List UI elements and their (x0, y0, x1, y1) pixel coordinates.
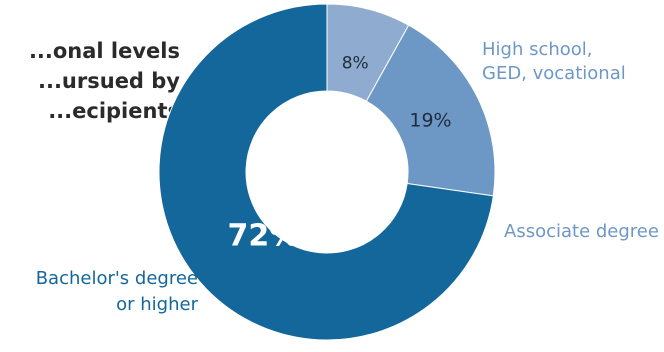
category-label-associate-degree: Associate degree (504, 221, 659, 242)
category-label-high-school: High school, (482, 39, 593, 60)
value-label-bachelors-degree: 72% (228, 218, 300, 253)
category-label-high-school: GED, vocational (482, 63, 626, 84)
category-label-bachelors-degree: Bachelor's degree (36, 268, 198, 289)
category-label-bachelors-degree: or higher (116, 294, 198, 315)
chart-title: ...onal levels ...ursued by ...ecipients (28, 39, 180, 123)
slice-bachelors-degree (158, 3, 494, 341)
slice-associate-degree (365, 24, 496, 197)
value-label-high-school: 8% (342, 53, 369, 73)
value-label-associate-degree: 19% (409, 110, 451, 132)
